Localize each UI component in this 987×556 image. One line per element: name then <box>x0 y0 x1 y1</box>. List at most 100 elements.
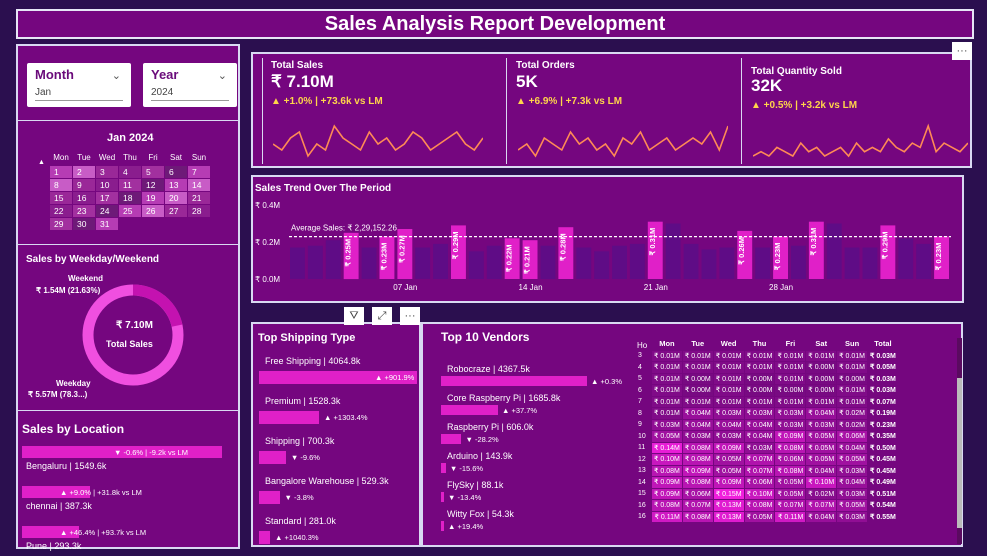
heatmap-cell[interactable]: ₹ 0.03M <box>836 487 869 500</box>
heatmap-cell[interactable]: ₹ 0.08M <box>743 499 776 512</box>
heatmap-cell[interactable]: ₹ 0.00M <box>836 372 869 385</box>
vendor-bar[interactable] <box>441 434 462 444</box>
vendor-bar[interactable] <box>441 492 444 502</box>
heatmap-total-cell[interactable]: ₹ 0.55M <box>867 510 899 523</box>
heatmap-cell[interactable]: ₹ 0.03M <box>836 510 869 523</box>
heatmap-cell[interactable]: ₹ 0.03M <box>805 418 838 431</box>
heatmap-cell[interactable]: ₹ 0.06M <box>836 430 869 443</box>
heatmap-cell[interactable]: ₹ 0.08M <box>681 510 714 523</box>
heatmap-cell[interactable]: ₹ 0.01M <box>743 361 776 374</box>
heatmap-cell[interactable]: ₹ 0.01M <box>743 395 776 408</box>
calendar-day[interactable]: 22 <box>50 205 72 217</box>
heatmap-cell[interactable]: ₹ 0.01M <box>651 372 683 385</box>
heatmap-cell[interactable]: ₹ 0.01M <box>774 349 807 362</box>
heatmap-cell[interactable]: ₹ 0.01M <box>651 361 683 374</box>
calendar-grid[interactable]: Mon Tue Wed Thu Fri Sat Sun 1 2 3 4 5 6 7 8 9 10 11 12 13 14… <box>50 153 210 230</box>
heatmap-column-header[interactable]: Wed <box>720 339 737 349</box>
heatmap-column-header[interactable]: Thu <box>752 339 767 349</box>
heatmap-cell[interactable]: ₹ 0.01M <box>836 395 869 408</box>
heatmap-cell[interactable]: ₹ 0.01M <box>712 361 745 374</box>
heatmap-cell[interactable]: ₹ 0.01M <box>836 361 869 374</box>
heatmap-cell[interactable]: ₹ 0.01M <box>681 395 714 408</box>
heatmap-cell[interactable]: ₹ 0.09M <box>712 441 745 454</box>
heatmap-cell[interactable]: ₹ 0.00M <box>743 372 776 385</box>
heatmap-cell[interactable]: ₹ 0.00M <box>774 384 807 397</box>
heatmap-cell[interactable]: ₹ 0.01M <box>774 395 807 408</box>
shipping-bar[interactable] <box>259 371 417 384</box>
heatmap-cell[interactable]: ₹ 0.05M <box>805 441 838 454</box>
heatmap-cell[interactable]: ₹ 0.10M <box>743 487 776 500</box>
heatmap-cell[interactable]: ₹ 0.08M <box>681 453 714 466</box>
location-bar[interactable] <box>22 446 222 458</box>
heatmap-total-cell[interactable]: ₹ 0.03M <box>867 372 899 385</box>
heatmap-cell[interactable]: ₹ 0.13M <box>712 510 745 523</box>
calendar-day[interactable]: 29 <box>50 218 72 230</box>
vendor-bar[interactable] <box>441 521 444 531</box>
heatmap-cell[interactable]: ₹ 0.04M <box>681 418 714 431</box>
heatmap-cell[interactable]: ₹ 0.05M <box>805 453 838 466</box>
heatmap-total-cell[interactable]: ₹ 0.03M <box>867 349 899 362</box>
chevron-down-icon[interactable]: ⌄ <box>217 70 227 82</box>
heatmap-cell[interactable]: ₹ 0.01M <box>712 349 745 362</box>
heatmap-cell[interactable]: ₹ 0.03M <box>774 407 807 420</box>
heatmap-cell[interactable]: ₹ 0.07M <box>743 453 776 466</box>
calendar-day[interactable]: 7 <box>188 166 210 178</box>
shipping-bar[interactable] <box>259 451 286 464</box>
calendar-day[interactable]: 30 <box>73 218 95 230</box>
heatmap-cell[interactable]: ₹ 0.09M <box>651 476 683 489</box>
calendar-day[interactable]: 21 <box>188 192 210 204</box>
shipping-bar[interactable] <box>259 411 320 424</box>
calendar-day[interactable]: 18 <box>119 192 141 204</box>
heatmap-column-header[interactable]: Sun <box>845 339 860 349</box>
heatmap-cell[interactable]: ₹ 0.01M <box>712 372 745 385</box>
heatmap-cell[interactable]: ₹ 0.01M <box>743 349 776 362</box>
heatmap-cell[interactable]: ₹ 0.01M <box>651 349 683 362</box>
heatmap-cell[interactable]: ₹ 0.03M <box>774 418 807 431</box>
kpi-sparkline[interactable] <box>518 120 728 160</box>
heatmap-cell[interactable]: ₹ 0.04M <box>805 510 838 523</box>
location-bar[interactable] <box>22 486 90 498</box>
calendar-day[interactable]: 23 <box>73 205 95 217</box>
heatmap-total-cell[interactable]: ₹ 0.51M <box>867 487 899 500</box>
heatmap-cell[interactable]: ₹ 0.01M <box>836 349 869 362</box>
heatmap-cell[interactable]: ₹ 0.00M <box>681 372 714 385</box>
heatmap-cell[interactable]: ₹ 0.08M <box>774 464 807 477</box>
month-select[interactable]: Jan <box>35 86 123 101</box>
heatmap-cell[interactable]: ₹ 0.01M <box>681 349 714 362</box>
heatmap-cell[interactable]: ₹ 0.07M <box>743 464 776 477</box>
heatmap-cell[interactable]: ₹ 0.04M <box>743 430 776 443</box>
kpi-sparkline[interactable] <box>273 120 483 160</box>
heatmap-total-cell[interactable]: ₹ 0.03M <box>867 384 899 397</box>
calendar-day[interactable]: 1 <box>50 166 72 178</box>
heatmap-cell[interactable]: ₹ 0.04M <box>836 441 869 454</box>
more-options-icon[interactable]: ··· <box>400 307 420 325</box>
heatmap-cell[interactable]: ₹ 0.04M <box>712 418 745 431</box>
calendar-day[interactable]: 25 <box>119 205 141 217</box>
heatmap-cell[interactable]: ₹ 0.01M <box>836 384 869 397</box>
heatmap-cell[interactable]: ₹ 0.08M <box>681 441 714 454</box>
heatmap-cell[interactable]: ₹ 0.11M <box>651 510 683 523</box>
vendor-bar[interactable] <box>441 463 446 473</box>
heatmap-column-header[interactable]: Tue <box>691 339 705 349</box>
calendar-day[interactable]: 31 <box>96 218 118 230</box>
heatmap-cell[interactable]: ₹ 0.04M <box>836 476 869 489</box>
heatmap-cell[interactable]: ₹ 0.09M <box>681 464 714 477</box>
calendar-day[interactable]: 26 <box>142 205 164 217</box>
heatmap-cell[interactable]: ₹ 0.13M <box>712 499 745 512</box>
year-slicer[interactable]: Year ⌄ 2024 <box>143 63 237 107</box>
heatmap-cell[interactable]: ₹ 0.03M <box>836 464 869 477</box>
heatmap-cell[interactable]: ₹ 0.03M <box>712 407 745 420</box>
heatmap-table-wrap[interactable]: Mon Tue Wed Thu Fri Sat Sun Total 3 ₹ 0.01M ₹ 0.01… <box>635 338 955 539</box>
more-options-icon[interactable]: ··· <box>952 42 972 60</box>
month-slicer[interactable]: Month ⌄ Jan <box>27 63 131 107</box>
heatmap-cell[interactable]: ₹ 0.05M <box>836 499 869 512</box>
heatmap-cell[interactable]: ₹ 0.05M <box>805 430 838 443</box>
heatmap-cell[interactable]: ₹ 0.07M <box>805 499 838 512</box>
heatmap-cell[interactable]: ₹ 0.01M <box>712 395 745 408</box>
heatmap-cell[interactable]: ₹ 0.03M <box>651 418 683 431</box>
heatmap-total-cell[interactable]: ₹ 0.23M <box>867 418 899 431</box>
heatmap-cell[interactable]: ₹ 0.01M <box>774 361 807 374</box>
calendar-day[interactable]: 6 <box>165 166 187 178</box>
heatmap-cell[interactable]: ₹ 0.01M <box>712 384 745 397</box>
calendar-day[interactable]: 15 <box>50 192 72 204</box>
